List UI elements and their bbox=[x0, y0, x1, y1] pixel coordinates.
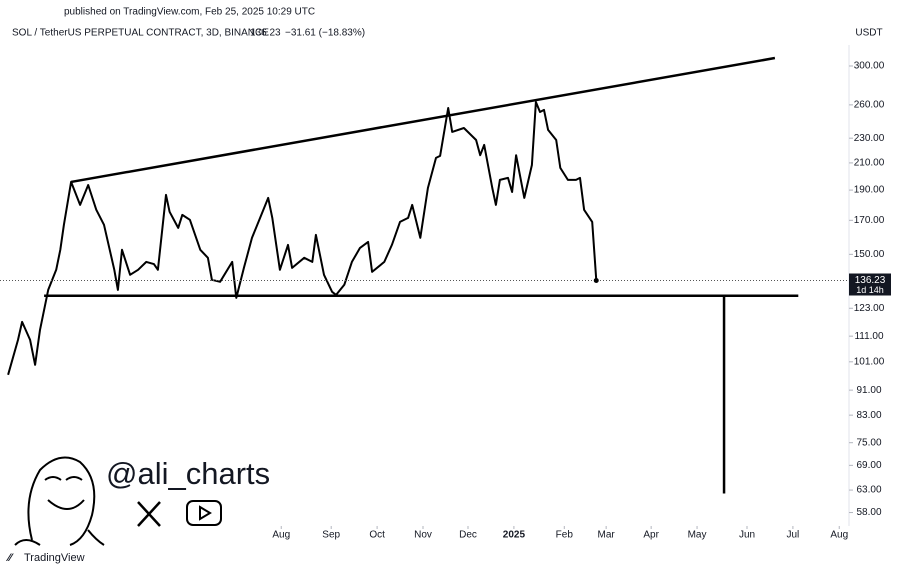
y-tick-label: 260.00 bbox=[854, 100, 885, 111]
header-change: −31.61 (−18.83%) bbox=[285, 28, 365, 39]
x-tick-label: Feb bbox=[556, 530, 574, 541]
header-price: 136.23 bbox=[250, 28, 281, 39]
y-tick-label: 190.00 bbox=[854, 185, 885, 196]
brand: TradingView bbox=[24, 552, 85, 564]
y-tick-label: 170.00 bbox=[854, 215, 885, 226]
x-tick-label: Nov bbox=[414, 530, 432, 541]
x-tick-label: Aug bbox=[272, 530, 290, 541]
y-tick-label: 75.00 bbox=[856, 437, 881, 448]
avatar bbox=[14, 456, 105, 546]
y-tick-label: 210.00 bbox=[854, 158, 885, 169]
y-tick-label: 230.00 bbox=[854, 133, 885, 144]
y-tick-label: 91.00 bbox=[856, 385, 881, 396]
currency: USDT bbox=[855, 28, 882, 39]
brand-logo: ⁄⁄ bbox=[5, 552, 14, 564]
price-label: 136.23 bbox=[855, 275, 886, 286]
y-tick-label: 111.00 bbox=[854, 331, 884, 342]
x-tick-label: Oct bbox=[369, 530, 385, 541]
y-tick-label: 101.00 bbox=[854, 356, 885, 367]
x-tick-label: Jun bbox=[739, 530, 755, 541]
y-tick-label: 123.00 bbox=[854, 303, 885, 314]
chart-title: SOL / TetherUS PERPETUAL CONTRACT, 3D, B… bbox=[12, 28, 269, 39]
x-icon bbox=[137, 501, 161, 527]
x-tick-label: Sep bbox=[322, 530, 340, 541]
y-tick-label: 150.00 bbox=[854, 249, 885, 260]
y-tick-label: 63.00 bbox=[856, 485, 881, 496]
y-tick-label: 83.00 bbox=[856, 410, 881, 421]
x-tick-label: May bbox=[688, 530, 707, 541]
price-label-box bbox=[849, 273, 891, 296]
watermark: @ali_charts bbox=[106, 456, 270, 491]
y-tick-label: 58.00 bbox=[856, 507, 881, 518]
x-tick-label: 2025 bbox=[503, 530, 526, 541]
price-line bbox=[7, 101, 598, 376]
x-tick-label: Jul bbox=[787, 530, 800, 541]
x-tick-label: Aug bbox=[830, 530, 848, 541]
countdown: 1d 14h bbox=[856, 285, 884, 295]
x-tick-label: Dec bbox=[459, 530, 477, 541]
x-tick-label: Apr bbox=[643, 530, 659, 541]
last-point bbox=[593, 278, 599, 284]
youtube-icon bbox=[186, 500, 222, 526]
y-tick-label: 69.00 bbox=[856, 460, 881, 471]
y-tick-label: 300.00 bbox=[854, 61, 885, 72]
x-tick-label: Mar bbox=[598, 530, 616, 541]
published-note: published on TradingView.com, Feb 25, 20… bbox=[64, 7, 315, 18]
trend-line bbox=[70, 56, 776, 184]
